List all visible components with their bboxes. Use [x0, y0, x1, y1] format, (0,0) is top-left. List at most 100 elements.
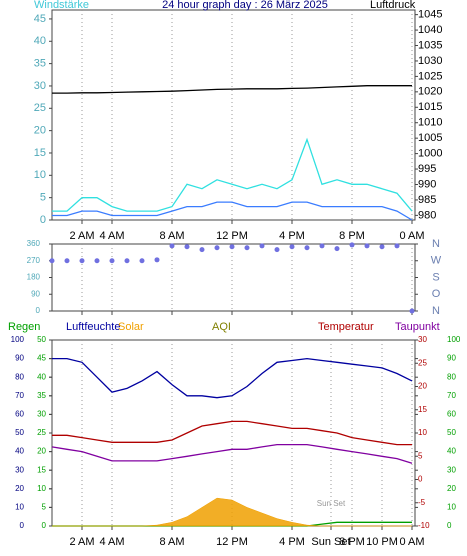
y-tick-label: O	[432, 288, 441, 300]
y-tick-label: 90	[447, 354, 456, 363]
line	[51, 443, 413, 464]
legend-entry: Temperatur	[318, 321, 374, 333]
y-tick-label: 90	[31, 289, 40, 298]
x-tick-label: 4 AM	[99, 230, 124, 242]
y-tick-label: 35	[37, 391, 46, 400]
y-tick-label: 990	[418, 178, 436, 190]
y-tick-label: 30	[418, 335, 427, 344]
x-tick-label: 2 AM	[69, 536, 94, 548]
point	[79, 258, 85, 264]
point	[394, 243, 400, 249]
y-tick-label: 80	[447, 372, 456, 381]
point	[64, 258, 70, 264]
y-tick-label: 50	[37, 335, 46, 344]
y-tick-label: 60	[447, 410, 456, 419]
annotation: Sun Set	[317, 499, 346, 508]
legend-entry: Taupunkt	[395, 321, 440, 333]
x-tick-label: 8 PM	[339, 230, 365, 242]
y-tick-label: 0	[418, 475, 423, 484]
plot-area	[51, 9, 416, 221]
y-tick-label: 20	[15, 484, 24, 493]
y-tick-label: 50	[447, 428, 456, 437]
y-tick-label: 15	[34, 147, 46, 159]
point	[409, 308, 415, 314]
y-tick-label: 180	[27, 273, 41, 282]
point	[49, 258, 55, 264]
y-tick-label: 30	[15, 465, 24, 474]
point	[364, 243, 370, 249]
y-tick-label: 10	[447, 503, 456, 512]
point	[259, 243, 265, 249]
y-tick-label: 90	[15, 354, 24, 363]
y-tick-label: 5	[40, 192, 46, 204]
y-tick-label: 15	[418, 405, 427, 414]
x-tick-label: 4 PM	[279, 230, 305, 242]
legend-entry: Solar	[118, 321, 144, 333]
line	[52, 357, 413, 399]
x-tick-label: 8 AM	[159, 230, 184, 242]
point	[109, 258, 115, 264]
point	[229, 244, 235, 250]
y-tick-label: 30	[37, 410, 46, 419]
y-tick-label: 60	[15, 410, 24, 419]
point	[244, 245, 250, 251]
y-tick-label: 50	[15, 428, 24, 437]
point	[289, 244, 295, 250]
point	[319, 243, 325, 249]
y-tick-label: 5	[418, 451, 423, 460]
legend-entry: Luftfeuchte	[66, 321, 120, 333]
y-tick-label: 1025	[418, 70, 442, 82]
legend-entry: Regen	[8, 321, 40, 333]
plot-area	[51, 243, 416, 312]
point	[214, 245, 220, 251]
y-tick-label: 0	[36, 306, 41, 315]
y-tick-label: 0	[447, 521, 452, 530]
y-tick-label: 0	[42, 521, 47, 530]
y-tick-label: 80	[15, 372, 24, 381]
y-tick-label: 1035	[418, 39, 442, 51]
y-tick-label: 15	[37, 465, 46, 474]
y-tick-label: 1040	[418, 24, 442, 36]
x-tick-label: 4 AM	[99, 536, 124, 548]
y-tick-label: 30	[447, 465, 456, 474]
y-tick-label: 40	[15, 447, 24, 456]
y-tick-label: 1005	[418, 132, 442, 144]
x-tick-label: 12 PM	[216, 536, 248, 548]
point	[199, 247, 205, 253]
x-tick-label: 4 PM	[279, 536, 305, 548]
y-tick-label: 35	[34, 58, 46, 70]
line	[52, 201, 413, 221]
y-tick-label: 40	[37, 372, 46, 381]
y-tick-label: 10	[15, 503, 24, 512]
x-tick-label: 2 AM	[69, 230, 94, 242]
y-tick-label: 20	[447, 484, 456, 493]
y-tick-label: 25	[37, 428, 46, 437]
y2-axis-title: Luftdruck	[370, 0, 416, 11]
y-tick-label: N	[432, 305, 440, 317]
x-tick-label: 8 PM	[339, 536, 365, 548]
legend-entry: AQI	[212, 321, 231, 333]
y-tick-label: 5	[42, 503, 47, 512]
y-tick-label: N	[432, 238, 440, 250]
area	[52, 497, 412, 527]
x-tick-label: 8 AM	[159, 536, 184, 548]
y-tick-label: 100	[447, 335, 461, 344]
y-tick-label: 10	[37, 484, 46, 493]
y-tick-label: 980	[418, 209, 436, 221]
y-tick-label: 20	[34, 125, 46, 137]
y-tick-label: 40	[34, 35, 46, 47]
y-tick-label: 0	[20, 521, 25, 530]
y-tick-label: -5	[418, 498, 426, 507]
y-tick-label: 1010	[418, 117, 442, 129]
y-tick-label: 70	[447, 391, 456, 400]
y-tick-label: 40	[447, 447, 456, 456]
y-tick-label: 10	[34, 169, 46, 181]
line	[52, 85, 412, 94]
point	[169, 243, 175, 249]
y-tick-label: 270	[27, 256, 41, 265]
point	[379, 244, 385, 250]
y-tick-label: 1000	[418, 148, 442, 160]
point	[274, 247, 280, 253]
chart-title: 24 hour graph day : 26 März 2025	[162, 0, 328, 11]
